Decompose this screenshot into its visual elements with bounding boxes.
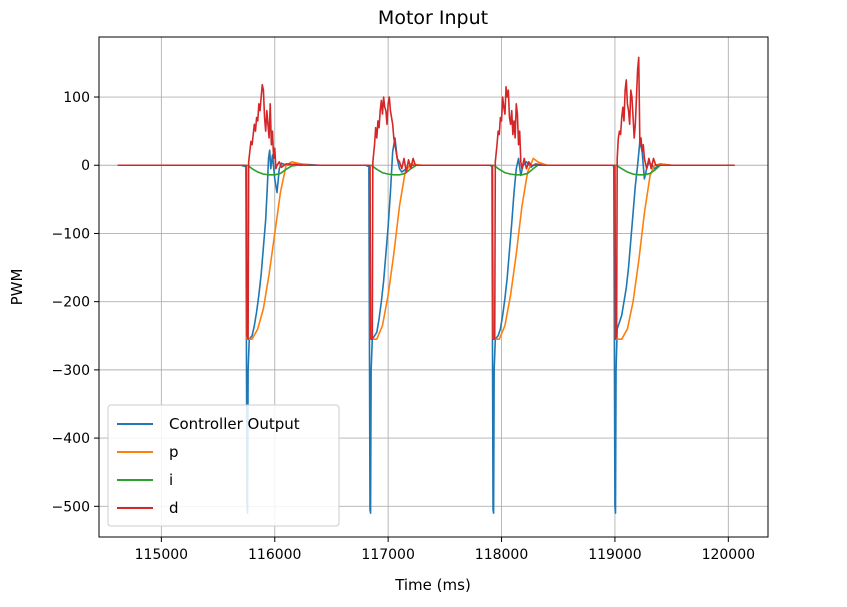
y-tick-label: 0 — [81, 158, 90, 174]
legend-box — [107, 404, 340, 527]
x-tick-label: 116000 — [248, 547, 301, 563]
legend-label: i — [169, 471, 173, 489]
x-tick-label: 119000 — [588, 547, 641, 563]
y-tick-label: −500 — [52, 499, 90, 515]
y-tick-label: −300 — [52, 363, 90, 379]
y-tick-label: −400 — [52, 431, 90, 447]
y-axis-label: PWM — [8, 269, 26, 306]
x-tick-label: 115000 — [135, 547, 188, 563]
x-axis-label: Time (ms) — [394, 576, 471, 594]
legend-label: p — [169, 443, 179, 461]
x-tick-label: 120000 — [702, 547, 755, 563]
plot-area — [117, 56, 735, 514]
series-layer — [117, 56, 735, 514]
legend: Controller Output pid — [107, 404, 340, 527]
x-tick-label: 117000 — [361, 547, 414, 563]
legend-entries: Controller Output pid — [117, 415, 300, 517]
y-tick-label: 100 — [63, 90, 90, 106]
x-tick-label: 118000 — [475, 547, 528, 563]
plot-frame — [98, 36, 769, 538]
legend-label: Controller Output — [169, 415, 300, 433]
series-line-d — [117, 56, 735, 340]
y-tick-label: −200 — [52, 295, 90, 311]
chart-title: Motor Input — [378, 7, 488, 29]
y-tick-label: −100 — [52, 226, 90, 242]
legend-label: d — [169, 499, 179, 517]
y-axis-ticks: 100 0 −100 −200 −300 −400 −500 — [52, 90, 99, 515]
x-axis-ticks: 115000 116000 117000 118000 119000 120000 — [135, 537, 755, 563]
